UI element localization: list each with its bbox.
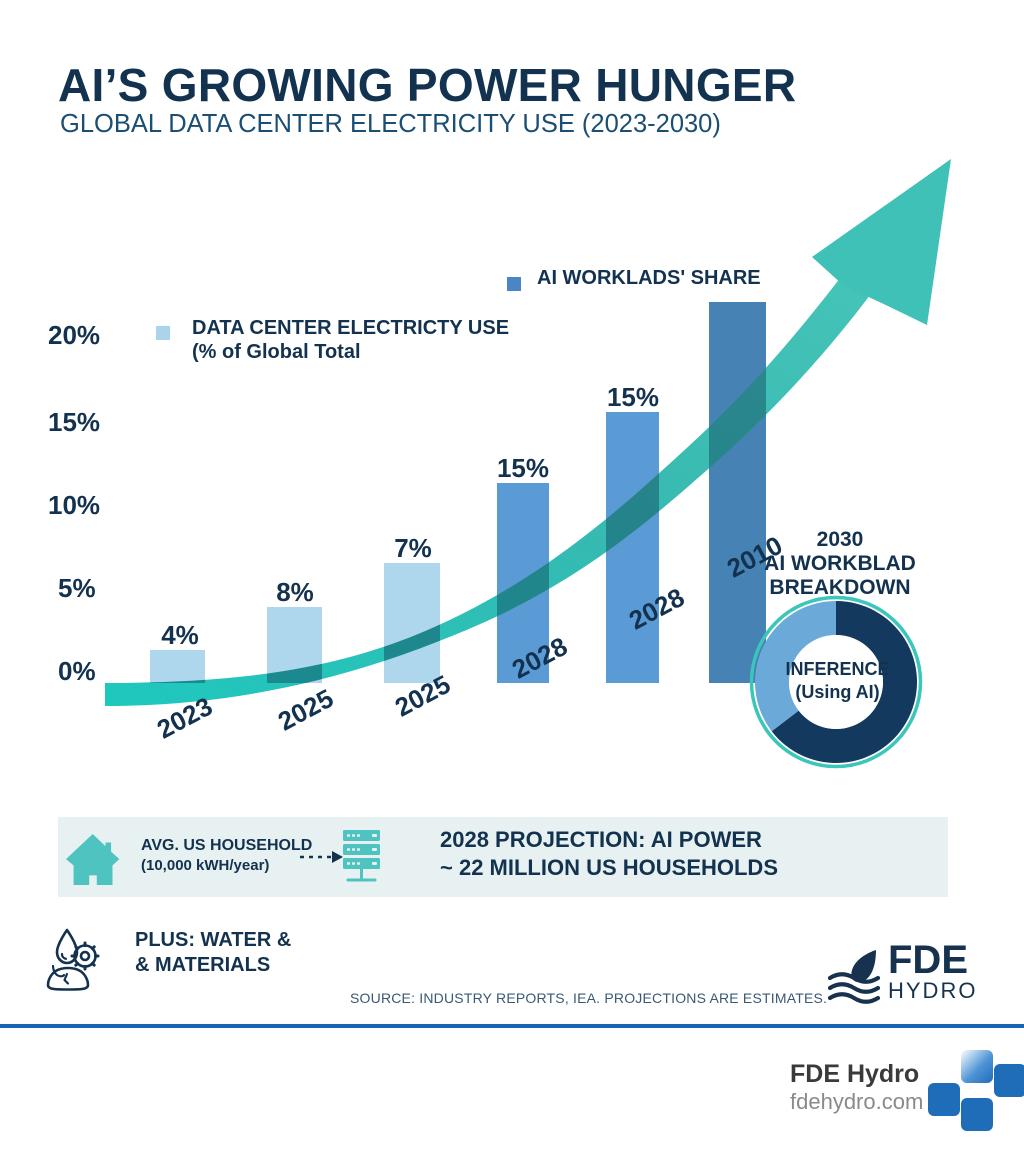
svg-text:FDE: FDE <box>888 938 968 982</box>
svg-text:HYDRO: HYDRO <box>888 978 977 1003</box>
